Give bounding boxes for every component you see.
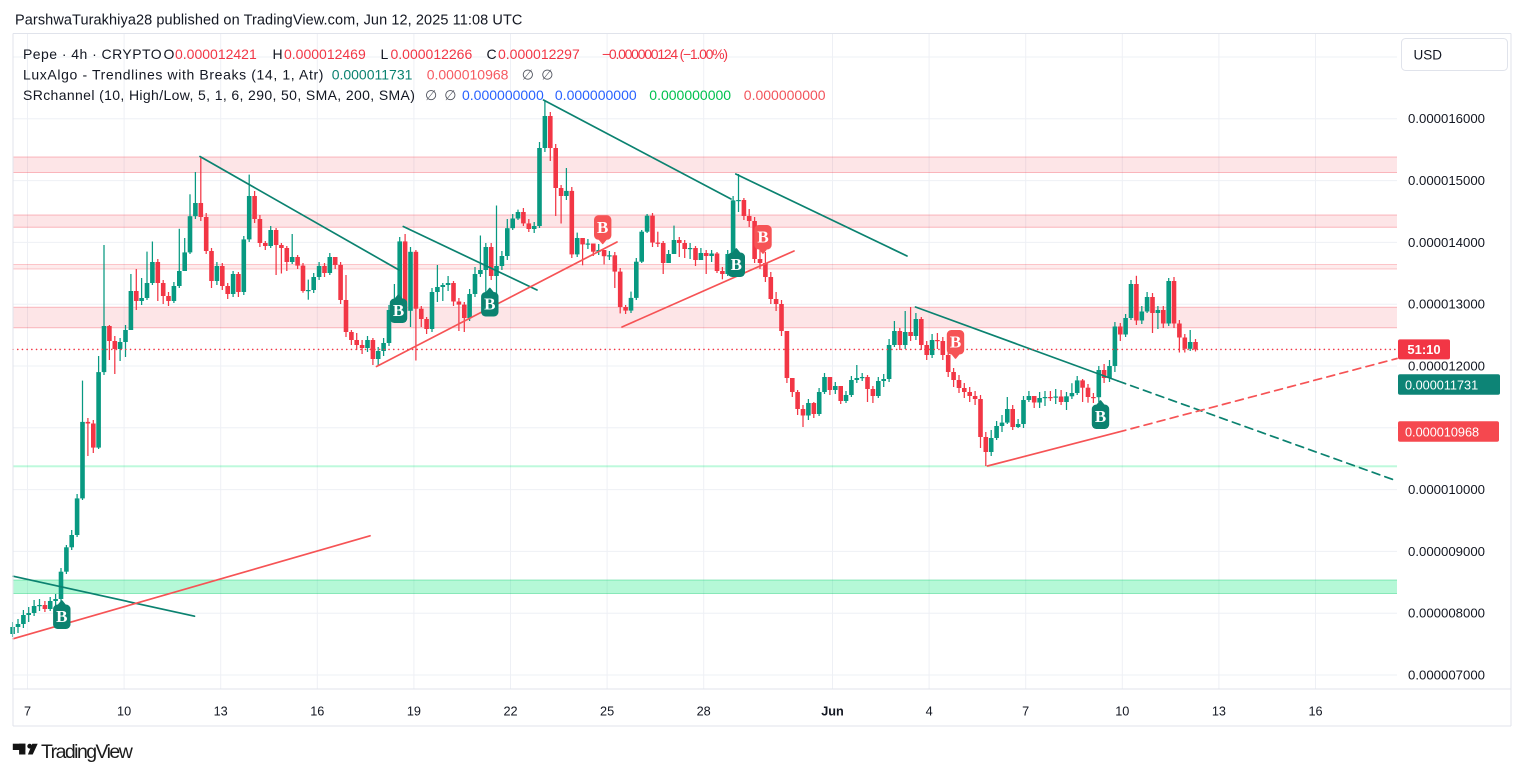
svg-text:USD: USD	[1414, 48, 1443, 63]
svg-text:B: B	[56, 607, 67, 626]
svg-text:0.000008000: 0.000008000	[1408, 606, 1485, 621]
svg-text:0.000015000: 0.000015000	[1408, 173, 1485, 188]
svg-text:H: H	[273, 46, 283, 62]
svg-text:L: L	[381, 46, 389, 62]
svg-text:Jun: Jun	[821, 705, 844, 719]
svg-text:0.000007000: 0.000007000	[1408, 667, 1485, 682]
svg-text:22: 22	[503, 705, 517, 719]
svg-text:B: B	[757, 228, 768, 247]
svg-text:LuxAlgo - Trendlines with Brea: LuxAlgo - Trendlines with Breaks (14, 1,…	[23, 67, 324, 83]
svg-text:7: 7	[1022, 705, 1029, 719]
svg-text:0.000012266: 0.000012266	[391, 46, 473, 62]
svg-text:∅: ∅	[444, 87, 456, 103]
svg-text:0.000012469: 0.000012469	[284, 46, 366, 62]
svg-text:7: 7	[24, 705, 31, 719]
svg-text:19: 19	[407, 705, 421, 719]
svg-text:16: 16	[1308, 705, 1322, 719]
svg-text:Pepe · 4h · CRYPTO: Pepe · 4h · CRYPTO	[23, 46, 162, 62]
svg-text:−0.000000124 (−1.00%): −0.000000124 (−1.00%)	[602, 46, 727, 62]
svg-text:0.000013000: 0.000013000	[1408, 297, 1485, 312]
svg-text:0.000000000: 0.000000000	[462, 87, 544, 103]
svg-text:∅: ∅	[541, 67, 553, 83]
svg-text:0.000012000: 0.000012000	[1408, 358, 1485, 373]
svg-text:TradingView: TradingView	[41, 741, 134, 763]
svg-text:10: 10	[1115, 705, 1129, 719]
svg-text:B: B	[731, 255, 742, 274]
svg-text:0.000009000: 0.000009000	[1408, 544, 1485, 559]
svg-text:0.000012297: 0.000012297	[498, 46, 580, 62]
svg-text:O: O	[164, 46, 175, 62]
svg-text:SRchannel (10, High/Low, 5, 1,: SRchannel (10, High/Low, 5, 1, 6, 290, 5…	[23, 87, 415, 103]
svg-text:C: C	[487, 46, 497, 62]
svg-text:28: 28	[697, 705, 711, 719]
svg-text:13: 13	[214, 705, 228, 719]
svg-text:4: 4	[926, 705, 933, 719]
svg-text:0.000012421: 0.000012421	[175, 46, 257, 62]
svg-text:0.000010000: 0.000010000	[1408, 482, 1485, 497]
svg-text:0.000000000: 0.000000000	[649, 87, 731, 103]
svg-text:∅: ∅	[425, 87, 437, 103]
svg-text:25: 25	[600, 705, 614, 719]
svg-text:0.000014000: 0.000014000	[1408, 235, 1485, 250]
svg-text:13: 13	[1212, 705, 1226, 719]
svg-text:ParshwaTurakhiya28 published o: ParshwaTurakhiya28 published on TradingV…	[15, 13, 522, 29]
svg-text:10: 10	[117, 705, 131, 719]
svg-text:51:10: 51:10	[1407, 342, 1440, 357]
svg-text:0.000016000: 0.000016000	[1408, 111, 1485, 126]
svg-text:0.000010968: 0.000010968	[1405, 426, 1479, 440]
svg-text:∅: ∅	[522, 67, 534, 83]
svg-text:B: B	[393, 301, 404, 320]
svg-text:B: B	[950, 333, 961, 352]
svg-text:B: B	[1095, 407, 1106, 426]
svg-text:16: 16	[310, 705, 324, 719]
svg-text:0.000000000: 0.000000000	[555, 87, 637, 103]
svg-text:B: B	[484, 295, 495, 314]
svg-text:0.000000000: 0.000000000	[744, 87, 826, 103]
svg-text:B: B	[597, 218, 608, 237]
svg-text:0.000010968: 0.000010968	[427, 67, 509, 83]
svg-text:0.000011731: 0.000011731	[332, 67, 413, 83]
svg-text:0.000011731: 0.000011731	[1405, 379, 1478, 393]
